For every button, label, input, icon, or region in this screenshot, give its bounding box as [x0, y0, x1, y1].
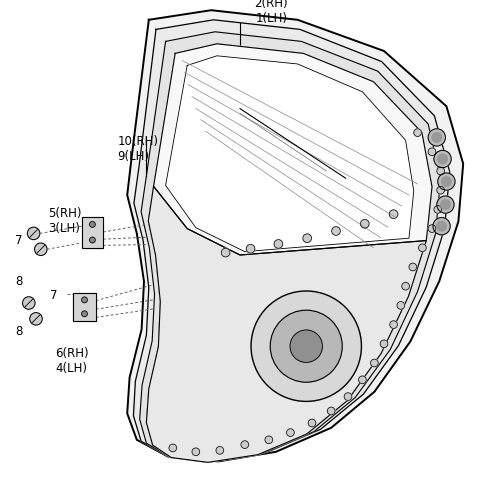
Circle shape: [437, 186, 444, 194]
Circle shape: [246, 244, 255, 253]
Circle shape: [428, 129, 445, 146]
Circle shape: [442, 177, 451, 186]
Circle shape: [409, 263, 417, 271]
Polygon shape: [166, 56, 414, 252]
Circle shape: [428, 148, 436, 156]
Circle shape: [389, 210, 398, 219]
Text: 5(RH)
3(LH): 5(RH) 3(LH): [48, 208, 82, 235]
Circle shape: [428, 225, 436, 232]
Text: 8: 8: [15, 275, 23, 288]
Circle shape: [359, 376, 366, 383]
Circle shape: [274, 240, 283, 248]
Bar: [73, 293, 96, 321]
Circle shape: [169, 444, 177, 452]
Circle shape: [27, 227, 40, 240]
Circle shape: [434, 206, 442, 213]
Circle shape: [216, 447, 224, 454]
Circle shape: [303, 234, 312, 243]
Polygon shape: [146, 44, 432, 462]
Bar: [73, 293, 96, 321]
Circle shape: [419, 244, 426, 252]
Circle shape: [390, 321, 397, 329]
Polygon shape: [146, 186, 426, 462]
Circle shape: [241, 441, 249, 449]
Polygon shape: [154, 44, 432, 255]
Circle shape: [434, 150, 451, 168]
Circle shape: [82, 297, 87, 303]
Circle shape: [397, 301, 405, 309]
Circle shape: [30, 312, 42, 325]
Circle shape: [332, 226, 340, 235]
Circle shape: [437, 196, 454, 213]
Circle shape: [371, 359, 378, 367]
Circle shape: [360, 220, 369, 228]
Text: 6(RH)
4(LH): 6(RH) 4(LH): [55, 347, 89, 375]
Circle shape: [380, 340, 388, 347]
Circle shape: [437, 222, 446, 231]
Circle shape: [221, 248, 230, 257]
Circle shape: [433, 218, 450, 235]
Circle shape: [23, 297, 35, 309]
Circle shape: [438, 154, 447, 164]
Circle shape: [265, 436, 273, 444]
Circle shape: [327, 407, 335, 415]
Circle shape: [82, 311, 87, 317]
Text: 10(RH)
9(LH): 10(RH) 9(LH): [118, 136, 158, 163]
Text: 2(RH)
1(LH): 2(RH) 1(LH): [254, 0, 288, 25]
Circle shape: [438, 173, 455, 190]
Circle shape: [344, 393, 352, 400]
Polygon shape: [133, 20, 450, 460]
Circle shape: [251, 291, 361, 401]
Polygon shape: [127, 10, 463, 461]
Circle shape: [287, 429, 294, 436]
Text: 7: 7: [15, 234, 23, 247]
Bar: [82, 217, 103, 248]
Circle shape: [35, 243, 47, 256]
Circle shape: [192, 448, 200, 456]
Circle shape: [290, 330, 323, 363]
Bar: [82, 217, 103, 248]
Circle shape: [270, 310, 342, 382]
Circle shape: [402, 282, 409, 290]
Circle shape: [89, 222, 95, 227]
Circle shape: [89, 237, 95, 243]
Text: 8: 8: [15, 325, 23, 338]
Text: 7: 7: [50, 289, 58, 302]
Circle shape: [437, 167, 444, 175]
Circle shape: [414, 129, 421, 137]
Circle shape: [432, 133, 442, 142]
Polygon shape: [140, 32, 441, 461]
Circle shape: [308, 419, 316, 427]
Circle shape: [441, 200, 450, 209]
